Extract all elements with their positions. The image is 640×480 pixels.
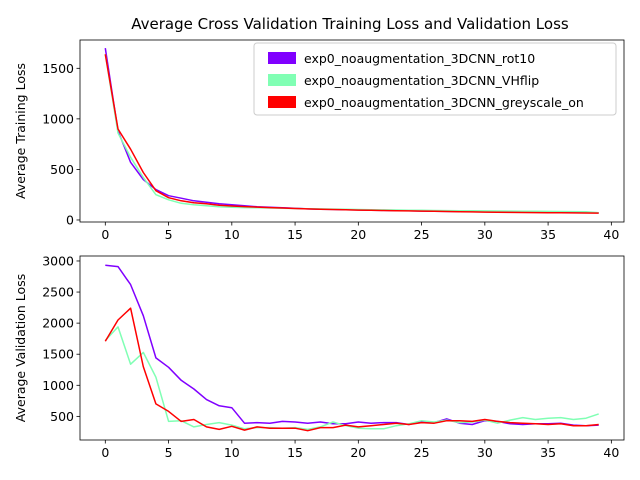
validation-y-axis-label: Average Validation Loss bbox=[13, 274, 28, 422]
validation-x-tick-label: 10 bbox=[224, 445, 240, 460]
training-x-tick-label: 30 bbox=[477, 227, 493, 242]
training-x-tick-label: 20 bbox=[350, 227, 366, 242]
training-x-tick-label: 0 bbox=[101, 227, 109, 242]
validation-y-tick-label: 2000 bbox=[42, 316, 74, 331]
training-y-tick-label: 0 bbox=[66, 212, 74, 227]
validation-y-tick-label: 3000 bbox=[42, 253, 74, 268]
validation-line-series-0 bbox=[105, 264, 599, 427]
validation-y-tick-label: 2500 bbox=[42, 285, 74, 300]
validation-y-tick-label: 1500 bbox=[42, 347, 74, 362]
validation-x-tick-label: 30 bbox=[477, 445, 493, 460]
validation-y-tick-label: 1000 bbox=[42, 378, 74, 393]
training-x-tick-label: 5 bbox=[165, 227, 173, 242]
legend-swatch-2 bbox=[268, 96, 296, 108]
legend-swatch-0 bbox=[268, 52, 296, 64]
training-x-tick-label: 15 bbox=[287, 227, 303, 242]
validation-x-tick-label: 25 bbox=[414, 445, 430, 460]
validation-loss-panel: 0 5 10 15 20 25 30 35 40 500 1000 1500 2000 2500 3000 A… bbox=[13, 253, 625, 460]
legend-label-1: exp0_noaugmentation_3DCNN_VHflip bbox=[304, 73, 539, 88]
training-y-axis-label: Average Training Loss bbox=[13, 63, 28, 199]
validation-x-tick-label: 40 bbox=[603, 445, 619, 460]
legend-swatch-1 bbox=[268, 74, 296, 86]
validation-axes-frame bbox=[79, 255, 625, 441]
chart-title: Average Cross Validation Training Loss a… bbox=[131, 15, 569, 33]
training-line-series-2 bbox=[104, 54, 599, 214]
training-x-tick-label: 10 bbox=[224, 227, 240, 242]
validation-x-tick-label: 35 bbox=[540, 445, 556, 460]
training-y-tick-label: 500 bbox=[50, 162, 74, 177]
validation-x-tick-label: 15 bbox=[287, 445, 303, 460]
training-axes-frame bbox=[79, 39, 625, 223]
validation-x-tick-label: 0 bbox=[101, 445, 109, 460]
training-x-tick-label: 40 bbox=[603, 227, 619, 242]
training-y-tick-label: 1500 bbox=[42, 61, 74, 76]
validation-line-series-2 bbox=[104, 307, 599, 432]
validation-line-series-1 bbox=[104, 326, 599, 431]
training-y-tick-label: 1000 bbox=[42, 111, 74, 126]
legend-label-0: exp0_noaugmentation_3DCNN_rot10 bbox=[304, 51, 535, 66]
validation-y-tick-label: 500 bbox=[50, 409, 74, 424]
training-loss-panel: 0 5 10 15 20 25 30 35 40 0 500 1000 1500 Average Trai… bbox=[13, 39, 625, 242]
legend-box bbox=[253, 42, 617, 116]
legend: exp0_noaugmentation_3DCNN_rot10 exp0_noau… bbox=[253, 42, 617, 116]
validation-x-tick-label: 20 bbox=[350, 445, 366, 460]
training-x-tick-label: 25 bbox=[414, 227, 430, 242]
training-x-tick-label: 35 bbox=[540, 227, 556, 242]
validation-x-tick-label: 5 bbox=[165, 445, 173, 460]
legend-label-2: exp0_noaugmentation_3DCNN_greyscale_on bbox=[304, 95, 584, 110]
